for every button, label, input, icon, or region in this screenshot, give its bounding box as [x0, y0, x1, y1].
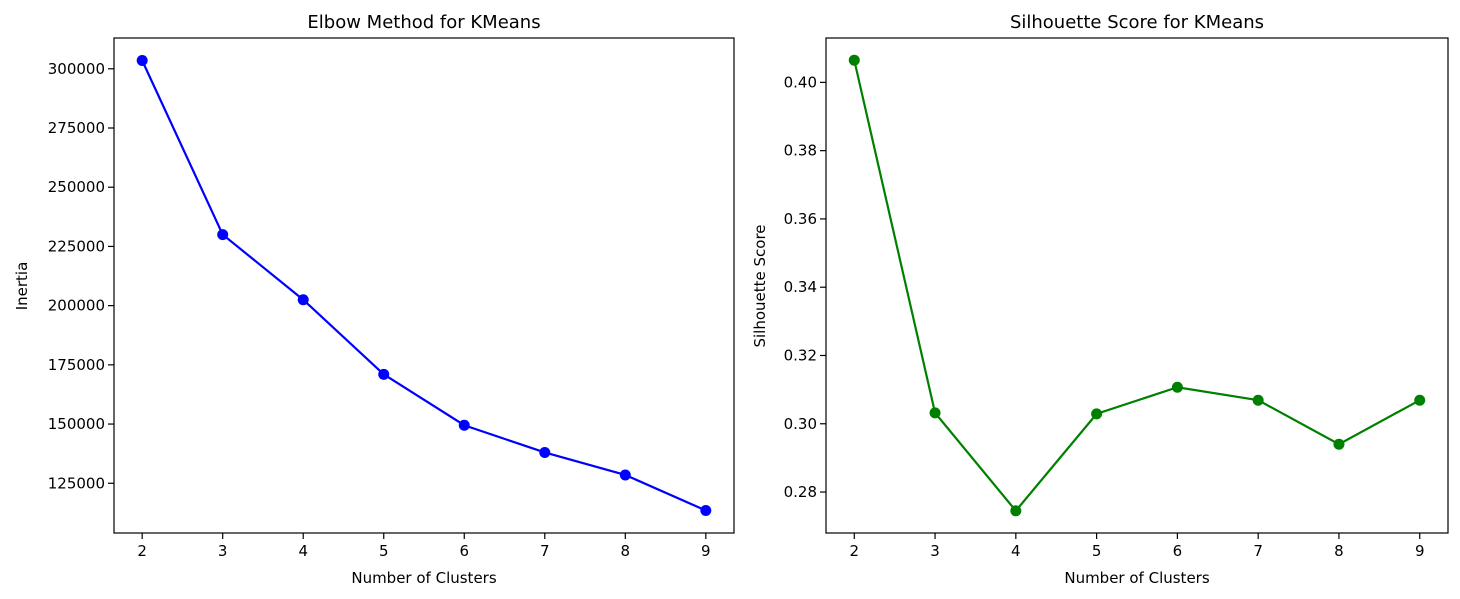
x-axis-label: Number of Clusters	[351, 569, 496, 587]
x-tick-label: 7	[540, 542, 550, 560]
y-tick-label: 175000	[48, 356, 105, 374]
plot-frame	[825, 37, 1449, 534]
x-tick-label: 4	[1011, 542, 1021, 560]
y-tick-label: 200000	[48, 297, 105, 315]
y-tick-label: 0.30	[784, 415, 817, 433]
data-point	[929, 407, 941, 419]
data-point	[539, 446, 551, 458]
y-tick-label: 250000	[48, 178, 105, 196]
data-point	[619, 469, 631, 481]
y-tick-label: 225000	[48, 237, 105, 255]
x-tick-label: 5	[1092, 542, 1102, 560]
y-tick-label: 0.36	[784, 210, 817, 228]
x-tick-label: 8	[621, 542, 631, 560]
y-axis-label: Silhouette Score	[751, 224, 769, 347]
x-tick-label: 3	[218, 542, 228, 560]
x-tick-label: 7	[1253, 542, 1263, 560]
series-line	[853, 59, 1421, 513]
x-tick-label: 6	[1173, 542, 1183, 560]
silhouette-chart: Silhouette Score for KMeans Number of Cl…	[751, 12, 1449, 587]
y-axis-label: Inertia	[13, 262, 31, 311]
y-tick-label: 0.38	[784, 142, 817, 160]
y-tick-label: 0.40	[784, 73, 817, 91]
ticks-group: 2 3 4 5 6 7 8 9 125000 150000 175000 200000 225000 25…	[48, 60, 711, 560]
x-tick-label: 5	[379, 542, 389, 560]
series-line	[141, 60, 707, 512]
data-point	[458, 419, 470, 431]
data-point	[848, 54, 860, 66]
y-tick-label: 275000	[48, 119, 105, 137]
data-point	[217, 229, 229, 241]
y-tick-label: 150000	[48, 415, 105, 433]
elbow-chart: Elbow Method for KMeans Number of Cluste…	[13, 12, 735, 587]
data-point	[1252, 394, 1264, 406]
data-point	[700, 505, 712, 516]
y-tick-label: 0.32	[784, 346, 817, 364]
x-tick-label: 8	[1334, 542, 1344, 560]
x-tick-label: 3	[930, 542, 940, 560]
y-tick-label: 125000	[48, 474, 105, 492]
x-tick-label: 2	[849, 542, 859, 560]
data-point	[378, 368, 390, 380]
x-tick-label: 4	[298, 542, 308, 560]
x-tick-label: 2	[137, 542, 147, 560]
data-point	[136, 55, 148, 66]
data-point	[297, 294, 309, 306]
y-tick-label: 0.34	[784, 278, 817, 296]
x-tick-label: 6	[459, 542, 469, 560]
chart-title: Silhouette Score for KMeans	[1010, 12, 1264, 33]
x-tick-label: 9	[701, 542, 711, 560]
y-tick-label: 300000	[48, 60, 105, 78]
ticks-group: 2 3 4 5 6 7 8 9 0.28 0.30 0.32 0.34 0.36 0.38 0.40	[784, 73, 1425, 560]
plot-frame	[113, 37, 735, 534]
data-point	[1414, 394, 1426, 406]
data-point	[1171, 381, 1183, 393]
marks-group	[136, 55, 712, 516]
data-point	[1333, 438, 1345, 450]
x-tick-label: 9	[1415, 542, 1425, 560]
y-tick-label: 0.28	[784, 483, 817, 501]
data-point	[1091, 408, 1103, 420]
x-axis-label: Number of Clusters	[1064, 569, 1209, 587]
chart-title: Elbow Method for KMeans	[307, 12, 540, 33]
marks-group	[848, 54, 1426, 517]
data-point	[1010, 505, 1022, 517]
